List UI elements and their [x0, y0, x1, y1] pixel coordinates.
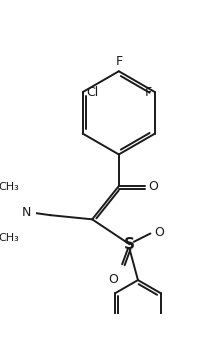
- Text: S: S: [124, 237, 135, 252]
- Text: O: O: [108, 273, 118, 286]
- Text: CH₃: CH₃: [0, 182, 19, 192]
- Text: O: O: [148, 179, 158, 192]
- Text: Cl: Cl: [86, 85, 98, 98]
- Text: CH₃: CH₃: [0, 234, 19, 244]
- Text: N: N: [21, 206, 31, 219]
- Text: F: F: [144, 85, 152, 98]
- Text: O: O: [155, 226, 165, 239]
- Text: F: F: [115, 55, 122, 68]
